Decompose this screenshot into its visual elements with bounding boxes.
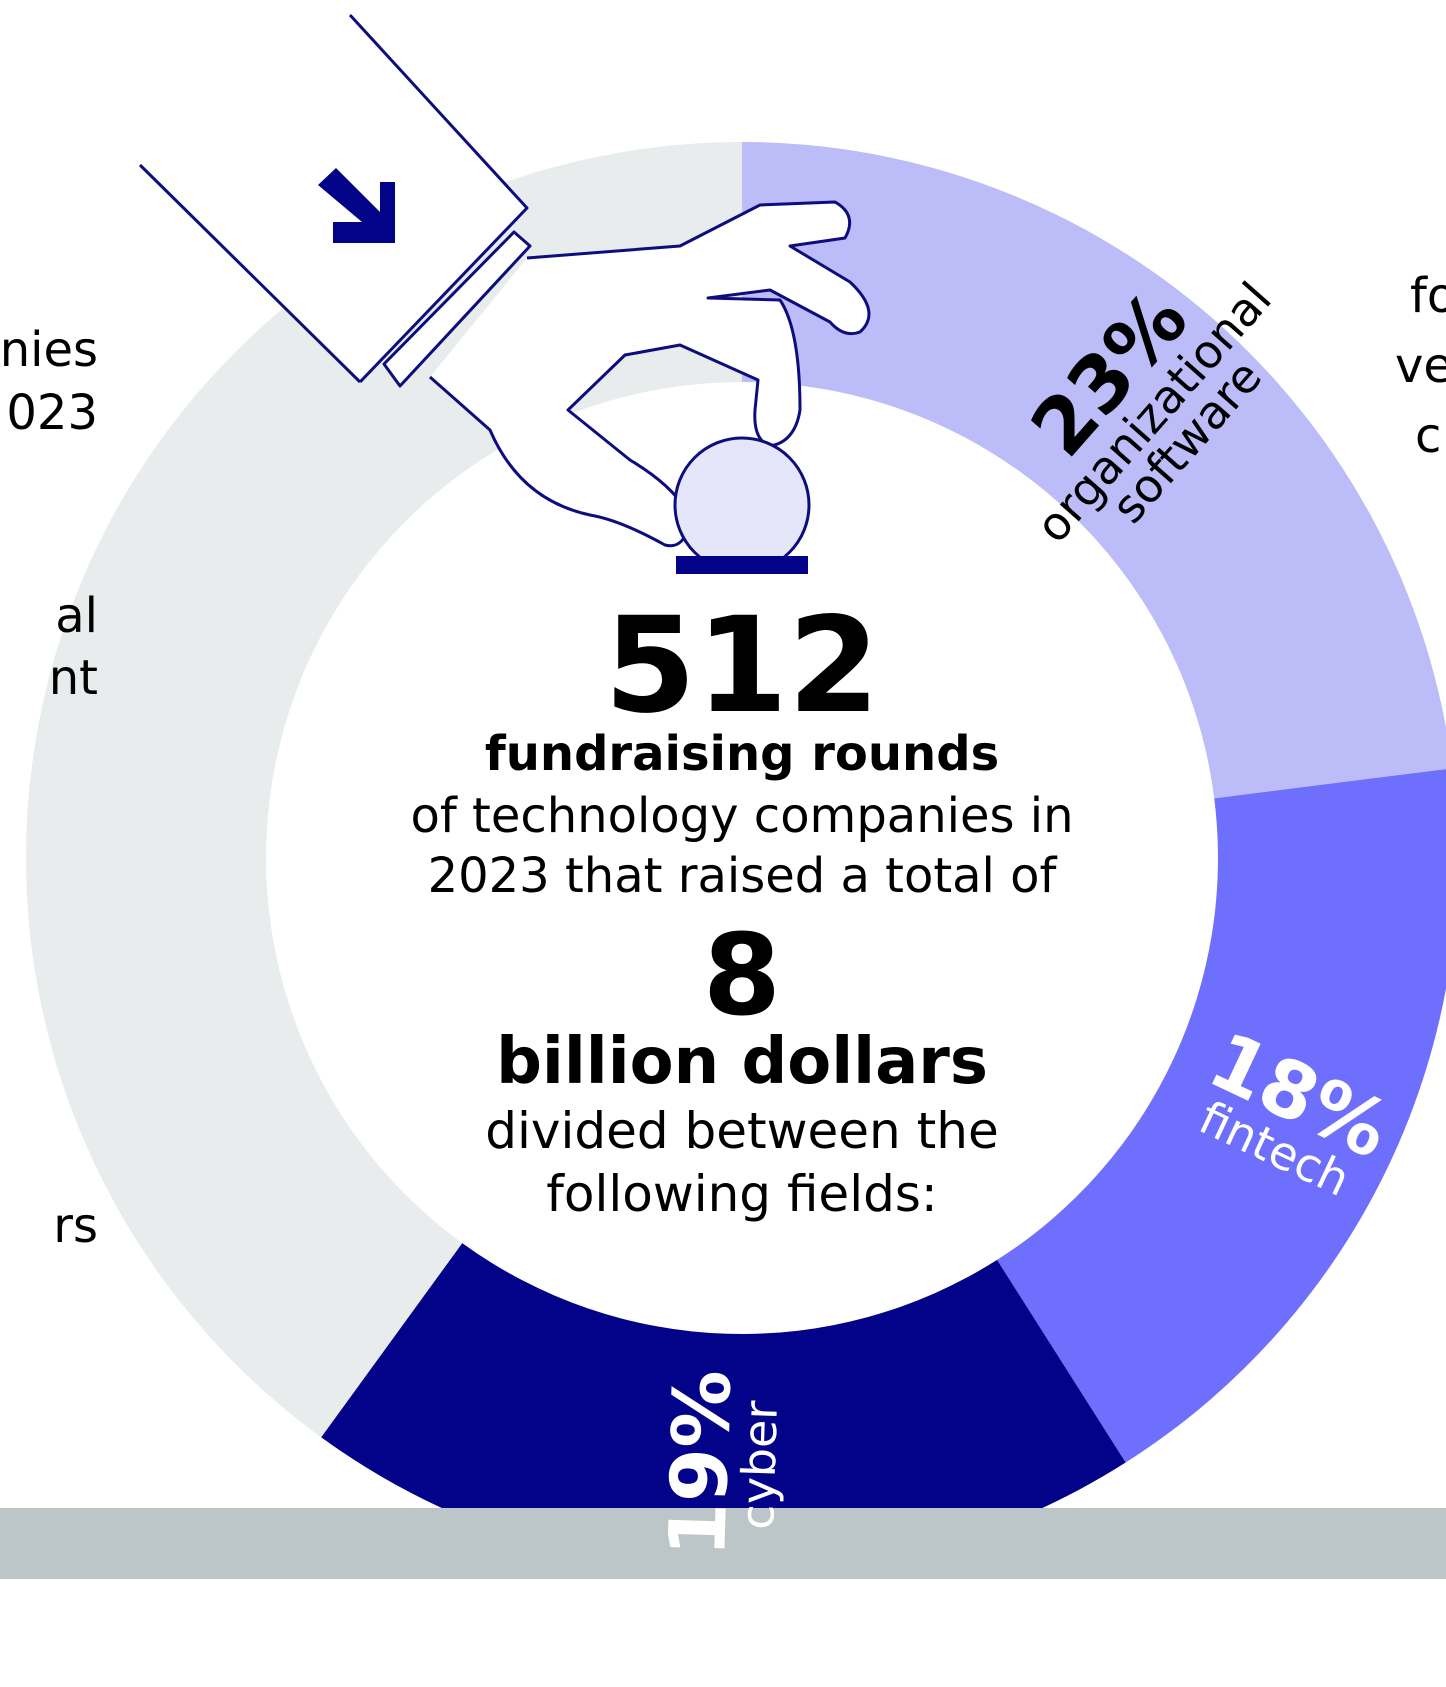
amount-label: billion dollars (496, 1025, 988, 1099)
sleeve-edge (348, 13, 529, 384)
count-label: fundraising rounds (484, 726, 1000, 782)
hand-illustration (138, 13, 871, 574)
segment-label: 19% cyber (616, 1241, 830, 1687)
sleeve-fill (140, 15, 527, 382)
sleeve-edge (138, 163, 362, 384)
donut-segment (742, 142, 1446, 799)
arrow-icon (318, 168, 395, 243)
donut-segment (25, 141, 742, 1438)
clipped-text: c (1415, 408, 1442, 464)
amount: 8 (703, 911, 781, 1041)
donut-segment (321, 1243, 1126, 1575)
closing: divided between the following fields: (485, 1102, 999, 1223)
clipped-text: al (55, 588, 98, 644)
donut-segment (997, 769, 1446, 1463)
page: 512 fundraising rounds of technology com… (0, 13, 1446, 1579)
coin (673, 436, 811, 574)
description: of technology companies in 2023 that rai… (410, 788, 1074, 904)
donut-chart (0, 141, 1446, 1579)
clipped-text: nt (48, 650, 98, 706)
clipped-text: nies (0, 322, 98, 378)
clipped-text: ve (1395, 338, 1446, 394)
count: 512 (604, 589, 880, 743)
footer-band (0, 1508, 1446, 1579)
clipped-text: rs (53, 1198, 98, 1254)
cuff (382, 230, 532, 388)
clipped-text: fo (1410, 268, 1446, 324)
segment-category: cyber (730, 1399, 789, 1531)
clipped-text: 023 (6, 385, 98, 441)
coin-slot (676, 556, 808, 574)
